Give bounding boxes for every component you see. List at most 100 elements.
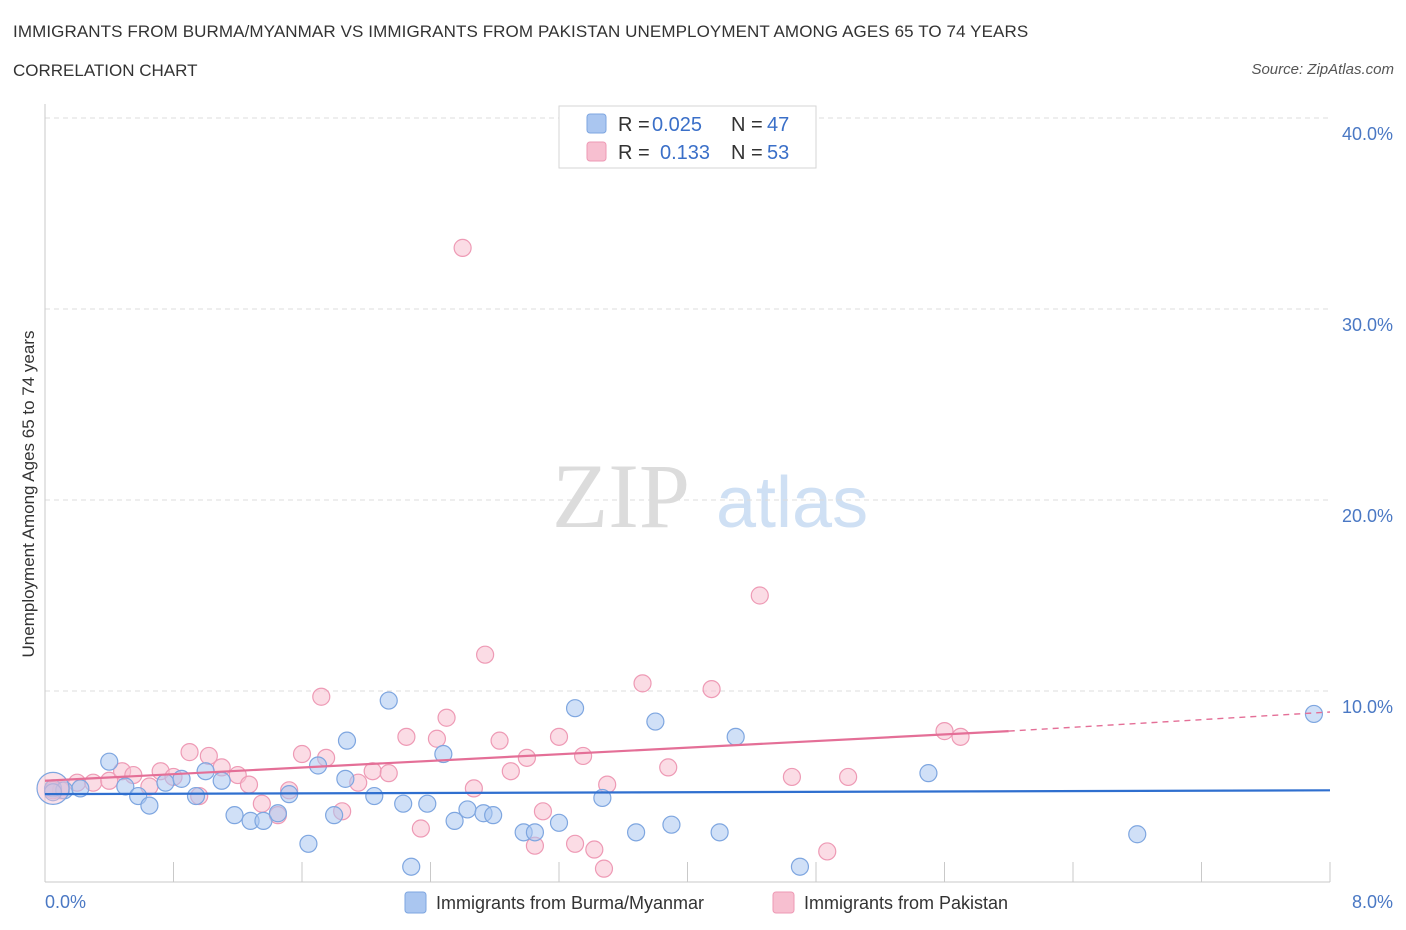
burma-point-15 — [268, 804, 288, 823]
burma-point-42 — [790, 857, 810, 876]
legend-r-label-2: R = — [618, 142, 650, 164]
pakistan-point-43 — [633, 674, 652, 693]
legend-r-value-1: 0.025 — [652, 114, 702, 136]
burma-point-19 — [325, 806, 344, 825]
burma-point-39 — [662, 815, 681, 834]
pakistan-point-38 — [565, 834, 585, 853]
watermark-atlas: atlas — [716, 463, 868, 543]
pakistan-point-40 — [585, 840, 604, 859]
burma-point-14 — [254, 811, 273, 830]
pakistan-point-19 — [312, 687, 331, 706]
pakistan-point-27 — [427, 729, 447, 748]
origin-cluster-point — [36, 771, 70, 806]
pakistan-point-31 — [476, 645, 495, 664]
bottom-legend-swatch-blue — [404, 891, 427, 914]
x-tick-label-1: 8.0% — [1352, 892, 1393, 912]
pakistan-point-32 — [490, 731, 509, 750]
burma-point-6 — [140, 796, 159, 815]
pakistan-point-30 — [464, 779, 483, 798]
burma-trend-line — [44, 789, 1331, 796]
pakistan-point-46 — [750, 586, 769, 605]
x-tick-label-0: 0.0% — [45, 892, 86, 912]
trend-lines — [44, 711, 1331, 796]
grid-lines — [45, 117, 1330, 692]
burma-point-43 — [919, 764, 938, 783]
correlation-legend: R = 0.025 N = 47 R = 0.133 N = 53 — [558, 105, 817, 169]
pakistan-point-18 — [292, 744, 312, 764]
pakistan-point-28 — [437, 708, 456, 727]
pakistan-point-24 — [379, 764, 398, 783]
pakistan-point-9 — [180, 743, 199, 762]
burma-point-36 — [593, 788, 612, 808]
burma-point-24 — [394, 794, 413, 813]
pakistan-point-15 — [252, 794, 271, 813]
chart-title: IMMIGRANTS FROM BURMA/MYANMAR VS IMMIGRA… — [13, 22, 1029, 41]
burma-point-22 — [365, 786, 384, 806]
burma-point-29 — [458, 800, 477, 819]
y-tick-label-3: 40.0% — [1342, 124, 1393, 144]
pakistan-point-49 — [839, 767, 858, 787]
burma-point-34 — [549, 813, 569, 832]
burma-point-33 — [525, 823, 545, 842]
burma-point-20 — [337, 731, 357, 750]
burma-point-40 — [710, 823, 729, 842]
burma-point-11 — [212, 771, 231, 790]
y-tick-label-2: 30.0% — [1342, 315, 1393, 335]
pakistan-point-44 — [659, 758, 678, 777]
pakistan-point-39 — [573, 746, 593, 766]
axes — [44, 104, 1331, 883]
burma-point-9 — [186, 786, 206, 806]
tick-labels: 10.0% 20.0% 30.0% 40.0% 0.0% 8.0% — [45, 124, 1393, 912]
burma-point-37 — [626, 823, 646, 842]
legend-n-value-2: 53 — [767, 142, 789, 164]
burma-point-27 — [434, 744, 453, 764]
pakistan-point-25 — [397, 727, 416, 746]
watermark-zip: ZIP — [552, 445, 690, 547]
burma-point-12 — [225, 806, 244, 825]
legend-swatch-blue — [586, 113, 607, 134]
legend-r-label-1: R = — [618, 114, 650, 136]
burma-point-17 — [299, 834, 318, 853]
burma-point-31 — [484, 806, 503, 825]
burma-point-3 — [100, 752, 119, 771]
burma-point-35 — [565, 699, 585, 718]
burma-point-46 — [43, 783, 63, 802]
legend-n-label-1: N = — [731, 114, 763, 136]
pakistan-point-26 — [411, 819, 430, 838]
pakistan-point-37 — [549, 727, 569, 746]
legend-r-value-2: 0.133 — [660, 142, 710, 164]
source-credit: Source: ZipAtlas.com — [1251, 61, 1394, 78]
burma-point-38 — [646, 712, 665, 731]
legend-n-label-2: N = — [731, 142, 763, 164]
pakistan-point-45 — [702, 679, 721, 699]
burma-point-25 — [402, 857, 421, 876]
pakistan-point-51 — [951, 727, 970, 746]
y-axis-label: Unemployment Among Ages 65 to 74 years — [19, 331, 38, 658]
bottom-legend-swatch-pink — [772, 891, 795, 914]
burma-point-44 — [1128, 825, 1147, 844]
bottom-legend-label-pink: Immigrants from Pakistan — [804, 893, 1008, 913]
pakistan-point-50 — [935, 722, 954, 741]
burma-point-23 — [379, 691, 398, 710]
y-tick-label-0: 10.0% — [1342, 697, 1393, 717]
y-tick-label-1: 20.0% — [1342, 506, 1393, 526]
pakistan-point-47 — [782, 767, 802, 787]
pakistan-trend-line-extension — [1008, 711, 1331, 732]
pakistan-point-33 — [501, 762, 520, 781]
pakistan-points — [43, 238, 970, 878]
legend-swatch-pink — [586, 141, 607, 162]
series-legend: Immigrants from Burma/Myanmar Immigrants… — [404, 891, 1008, 914]
pakistan-trend-line — [44, 730, 1009, 782]
pakistan-point-29 — [453, 238, 472, 257]
pakistan-point-48 — [818, 842, 837, 861]
burma-point-7 — [156, 773, 175, 792]
burma-point-41 — [726, 727, 745, 746]
burma-points — [36, 691, 1324, 876]
burma-point-21 — [336, 769, 355, 788]
pakistan-point-14 — [239, 775, 259, 794]
pakistan-point-41 — [594, 859, 614, 878]
chart-subtitle: CORRELATION CHART — [13, 61, 198, 80]
burma-point-28 — [445, 811, 464, 830]
pakistan-point-36 — [533, 802, 553, 821]
